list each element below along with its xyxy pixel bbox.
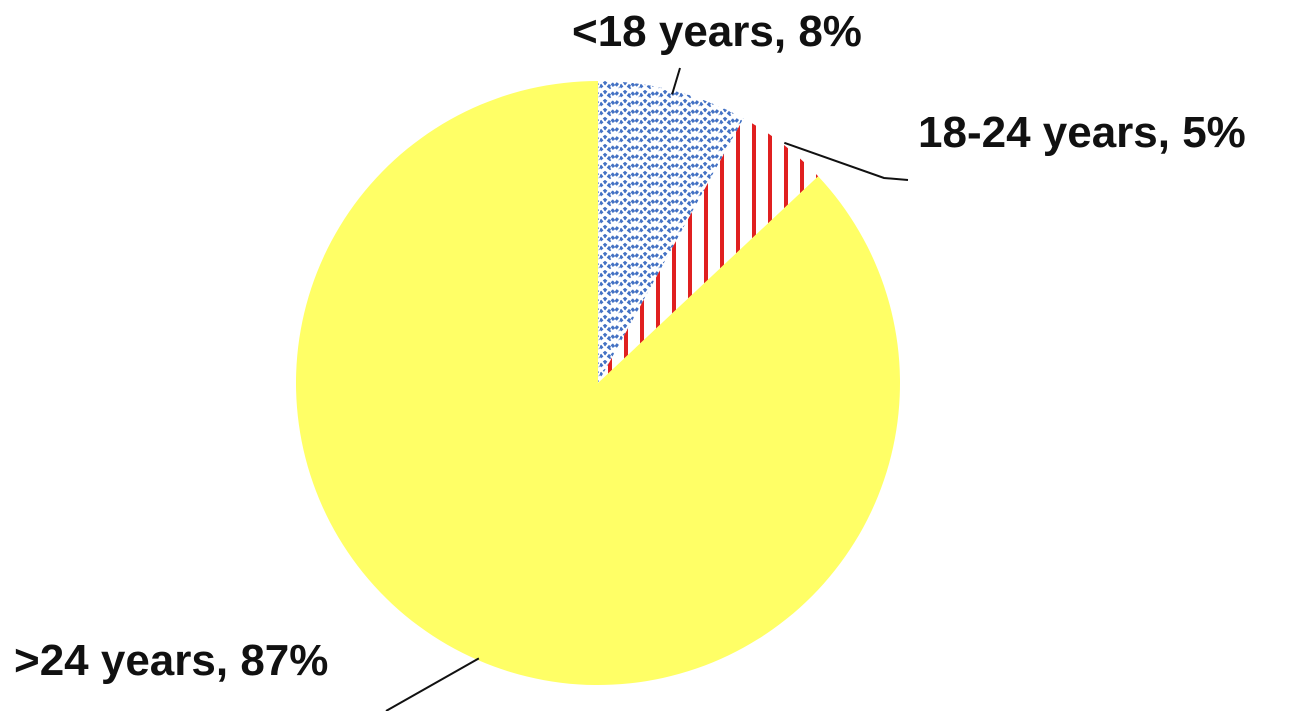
slice-label-over-24: >24 years, 87% <box>14 636 328 685</box>
leader-line-18-24 <box>783 141 909 181</box>
leader-line-under-18 <box>671 67 681 95</box>
leader-line-over-24 <box>385 657 480 711</box>
slice-label-18-24: 18-24 years, 5% <box>918 108 1246 157</box>
slice-over-24 <box>295 81 900 685</box>
slice-18-24 <box>598 118 819 384</box>
slice-label-under-18: <18 years, 8% <box>572 7 862 56</box>
slice-under-18 <box>598 81 744 383</box>
